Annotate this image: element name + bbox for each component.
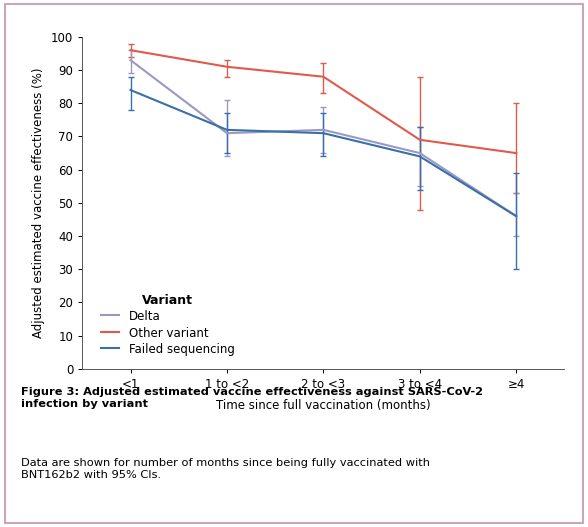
Text: Figure 3: Adjusted estimated vaccine effectiveness against SARS-CoV-2
infection : Figure 3: Adjusted estimated vaccine eff… bbox=[21, 387, 483, 409]
Legend: Delta, Other variant, Failed sequencing: Delta, Other variant, Failed sequencing bbox=[98, 290, 238, 359]
X-axis label: Time since full vaccination (months): Time since full vaccination (months) bbox=[216, 399, 431, 412]
Y-axis label: Adjusted estimated vaccine effectiveness (%): Adjusted estimated vaccine effectiveness… bbox=[32, 67, 45, 338]
Text: Data are shown for number of months since being fully vaccinated with
BNT162b2 w: Data are shown for number of months sinc… bbox=[21, 458, 430, 480]
